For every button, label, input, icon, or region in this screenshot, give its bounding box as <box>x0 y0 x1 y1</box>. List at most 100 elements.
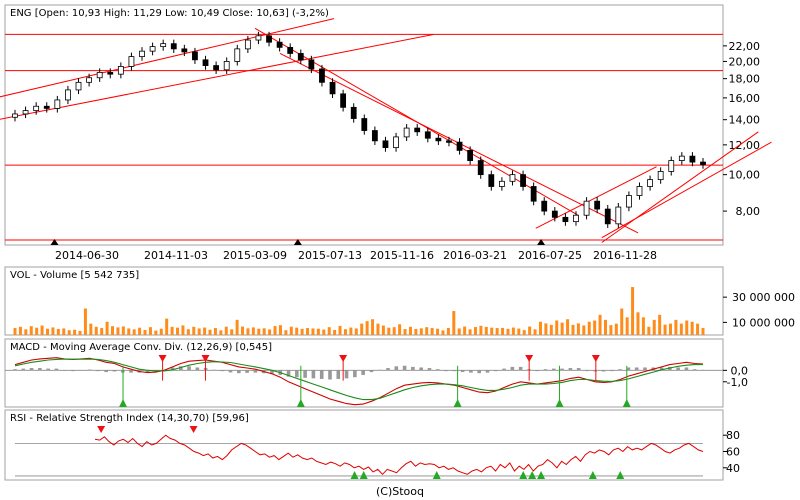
volume-bar <box>701 328 705 335</box>
candle-down <box>350 106 357 119</box>
volume-bar <box>56 328 60 335</box>
candle-down <box>435 137 442 142</box>
rsi-sell-marker <box>97 426 106 433</box>
volume-bar <box>609 325 613 335</box>
volume-tick-label: 30 000 000 <box>732 291 795 304</box>
volume-bar <box>436 328 440 335</box>
price-horizontal-lines <box>5 33 723 241</box>
volume-bar <box>349 327 353 335</box>
macd-histogram-bar <box>328 370 332 380</box>
volume-bar <box>18 326 22 335</box>
candle-up <box>583 200 590 216</box>
volume-bar <box>408 326 412 335</box>
volume-bar <box>13 328 17 335</box>
macd-histogram-bar <box>543 369 548 371</box>
macd-histogram-bar <box>618 369 622 371</box>
volume-bar <box>273 326 277 335</box>
volume-bar <box>62 328 66 335</box>
macd-histogram-bar <box>369 370 374 373</box>
volume-header: VOL - Volume [5 542 735] <box>10 270 139 281</box>
candle-up <box>33 105 40 112</box>
volume-bar <box>555 320 559 335</box>
volume-bar <box>381 325 385 335</box>
volume-bar <box>571 324 575 335</box>
volume-bar <box>398 324 402 335</box>
date-tick-label: 2016-07-25 <box>518 249 582 262</box>
rsi-header: RSI - Relative Strength Index (14,30,70)… <box>10 413 249 424</box>
volume-bar <box>528 326 532 335</box>
rsi-tick-label: 80 <box>726 429 740 442</box>
candle-up <box>678 155 685 161</box>
macd-histogram-bar <box>96 370 100 372</box>
volume-bar <box>51 327 55 335</box>
volume-bar <box>127 328 131 335</box>
volume-bar <box>452 311 456 335</box>
volume-bar <box>387 327 391 335</box>
candle-down <box>43 105 50 109</box>
volume-bar <box>213 328 217 335</box>
volume-bar <box>186 329 190 335</box>
volume-bar <box>446 327 450 335</box>
macd-histogram-bar <box>13 369 17 371</box>
macd-histogram-bar <box>502 368 506 371</box>
volume-bar <box>203 327 207 335</box>
buy-signal-marker <box>293 239 302 245</box>
candle-down <box>266 35 272 43</box>
volume-bar <box>311 328 315 335</box>
candle-down <box>541 200 548 212</box>
macd-histogram-bar <box>452 370 457 372</box>
candle-up <box>160 43 167 48</box>
volume-bar <box>620 308 624 335</box>
volume-bar <box>419 328 423 335</box>
volume-y-ticks: 30 000 000 10 000 000 <box>723 291 795 329</box>
volume-bar <box>111 326 115 335</box>
volume-bar <box>652 319 656 335</box>
candle-down <box>446 140 452 143</box>
candle-up <box>615 206 622 225</box>
macd-histogram-bar <box>178 366 183 371</box>
macd-histogram-bar <box>659 367 664 371</box>
macd-histogram-bar <box>353 370 357 378</box>
volume-bar <box>295 327 299 335</box>
price-tick-label: 20,00 <box>729 55 761 68</box>
volume-bar <box>143 329 147 335</box>
macd-histogram-bar <box>518 366 523 371</box>
macd-histogram-bar <box>576 368 581 371</box>
macd-histogram-bar <box>676 367 680 371</box>
macd-histogram-bar <box>427 368 432 371</box>
candle-down <box>382 140 389 149</box>
date-tick-label: 2015-07-13 <box>298 249 362 262</box>
volume-bar <box>479 325 483 335</box>
macd-histogram-bar <box>145 370 150 373</box>
volume-bar <box>392 327 396 335</box>
rsi-tick-label: 60 <box>726 446 740 459</box>
volume-bar <box>549 324 553 335</box>
macd-histogram-bar <box>21 368 26 371</box>
macd-histogram-bar <box>220 370 225 372</box>
volume-bar <box>165 318 169 335</box>
volume-bar <box>587 321 591 335</box>
macd-histogram-bar <box>568 368 573 371</box>
macd-histogram-bar <box>195 367 200 371</box>
rsi-series-line <box>94 434 704 476</box>
macd-histogram-bar <box>344 370 349 379</box>
macd-histogram-bar <box>510 366 515 371</box>
macd-histogram-bar <box>46 368 50 371</box>
macd-tick-label: 0,0 <box>731 364 749 377</box>
macd-histogram-bar <box>435 369 440 371</box>
candle-down <box>700 161 706 166</box>
volume-bar <box>327 327 331 335</box>
macd-sell-marker <box>339 355 348 362</box>
trend-line <box>0 18 335 98</box>
price-tick-label: 18,00 <box>729 73 761 86</box>
volume-bar <box>463 326 467 335</box>
volume-bar <box>284 330 288 335</box>
signal-line <box>14 358 703 401</box>
date-tick-label: 2014-11-03 <box>144 249 208 262</box>
volume-bar <box>100 328 104 335</box>
macd-buy-marker <box>453 399 462 407</box>
volume-bar <box>354 328 358 335</box>
macd-histogram-bar <box>419 367 423 371</box>
price-tick-label: 8,00 <box>736 205 761 218</box>
date-tick-label: 2014-06-30 <box>55 249 119 262</box>
